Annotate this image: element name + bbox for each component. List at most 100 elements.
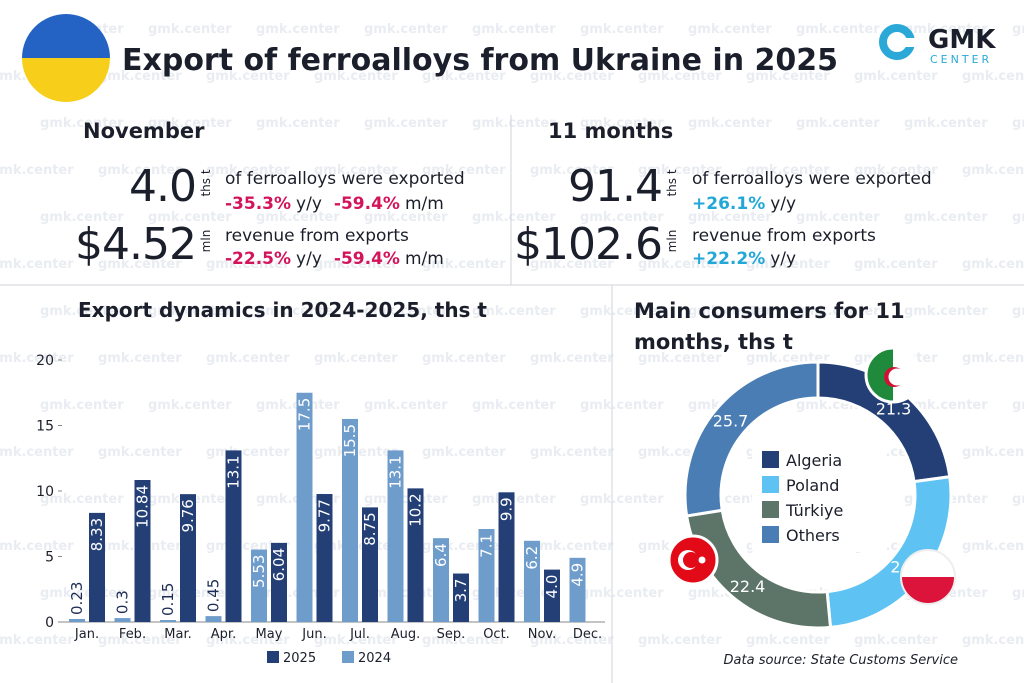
watermark: gmk.center [472,210,556,225]
legend-swatch [762,501,779,518]
watermark: gmk.center [638,257,722,272]
stat-text: revenue from exports [225,226,409,246]
change: -59.4% [334,249,400,269]
watermark: gmk.center [1012,22,1024,37]
bar-chart: 0 5 10 15 20 Jan. 8.33 0.23 Feb. 10.84 0.3 Mar. 9.76… [36,353,605,666]
watermark: gmk.center [0,257,74,272]
bar [114,618,131,622]
source: Data source: State Customs Service [724,653,958,668]
donut-chart-title: Main consumers for 11 months, ths t [634,299,905,354]
watermark: gmk.center [962,539,1024,554]
x-tick-label: Jul. [349,627,370,642]
legend-swatch [267,651,279,663]
ukraine-flag [22,14,110,102]
change: -35.3% [225,194,291,214]
legend-label: Türkiye [785,501,843,520]
watermark: gmk.center [1012,398,1024,413]
bar [296,392,313,622]
watermark: gmk.center [904,116,988,131]
y-tick-label: 20 [36,353,54,369]
x-tick-label: Nov. [528,627,557,642]
bar [251,549,267,622]
watermark: gmk.center [98,257,182,272]
watermark: gmk.center [364,22,448,37]
watermark: gmk.center [904,210,988,225]
watermark: gmk.center [580,210,664,225]
watermark: gmk.center [364,210,448,225]
value-label: 17.5 [296,398,314,431]
watermark: gmk.center [962,163,1024,178]
watermark: gmk.center [364,586,448,601]
stat-text: of ferroalloys were exported [225,169,465,189]
watermark: gmk.center [1012,116,1024,131]
logo-subtext: CENTER [930,53,992,66]
legend-label: 2025 [283,651,316,666]
value-label: 9.77 [316,499,334,532]
change-basis: m/m [405,249,444,269]
y-tick-label: 15 [36,419,54,435]
value-label: 25.7 [713,411,749,430]
legend-label: Algeria [786,451,842,470]
watermark: gmk.center [638,163,722,178]
watermark: gmk.center [962,69,1024,84]
watermark: gmk.center [530,539,614,554]
watermark: gmk.center [472,22,556,37]
watermark: gmk.center [314,163,398,178]
watermark: gmk.center [796,210,880,225]
watermark: gmk.center [962,445,1024,460]
bar [524,540,540,622]
flag-border [864,346,922,404]
legend-swatch [762,476,779,493]
value-label: 5.53 [250,555,268,588]
x-tick-label: Jan. [74,627,99,642]
watermark: gmk.center [206,633,290,648]
watermark: gmk.center [904,304,988,319]
watermark: gmk.center [40,492,124,507]
watermark: gmk.center [638,633,722,648]
x-tick-label: Feb. [119,627,146,642]
value-label: 13.1 [387,455,405,488]
value-label: 4.9 [569,563,587,587]
stat-changes: +22.2% y/y [692,249,796,269]
watermark: gmk.center [1012,492,1024,507]
watermark: gmk.center [746,163,830,178]
x-tick-label: Mar. [164,627,191,642]
watermark: gmk.center [472,116,556,131]
watermark: gmk.center [422,257,506,272]
value-label: 6.04 [270,548,288,581]
value-label: 3.7 [452,579,470,603]
watermark: gmk.center [688,210,772,225]
logo-text: GMK [928,25,996,55]
value-label: 8.75 [361,512,379,545]
change-basis: m/m [405,194,444,214]
watermark: gmk.center [0,633,74,648]
watermark: gmk.center [530,633,614,648]
value-label: 8.33 [88,518,106,551]
legend-swatch [342,651,354,663]
watermark: gmk.center [580,116,664,131]
bar [271,542,287,622]
value-label: 22.4 [730,577,766,596]
value-label: 10.84 [134,485,152,528]
stat-text: revenue from exports [692,226,876,246]
bar-chart-title: Export dynamics in 2024-2025, ths t [78,298,487,322]
bar [89,512,105,622]
stat-changes: -35.3% y/y -59.4% m/m [225,194,444,214]
x-tick-label: Oct. [483,627,510,642]
watermark: gmk.center [580,586,664,601]
bar [478,528,495,622]
watermark: gmk.center [0,351,74,366]
value-label: 9.76 [179,499,197,532]
watermark: gmk.center [962,633,1024,648]
stat-text: of ferroalloys were exported [692,169,932,189]
bar [498,492,515,622]
value-label: 6.2 [523,546,541,570]
watermark: gmk.center [422,445,506,460]
watermark: gmk.center [580,22,664,37]
watermark: gmk.center [422,351,506,366]
watermark: gmk.center [962,257,1024,272]
watermark: gmk.center [98,633,182,648]
watermark: gmk.center [422,633,506,648]
watermark: gmk.center [256,116,340,131]
